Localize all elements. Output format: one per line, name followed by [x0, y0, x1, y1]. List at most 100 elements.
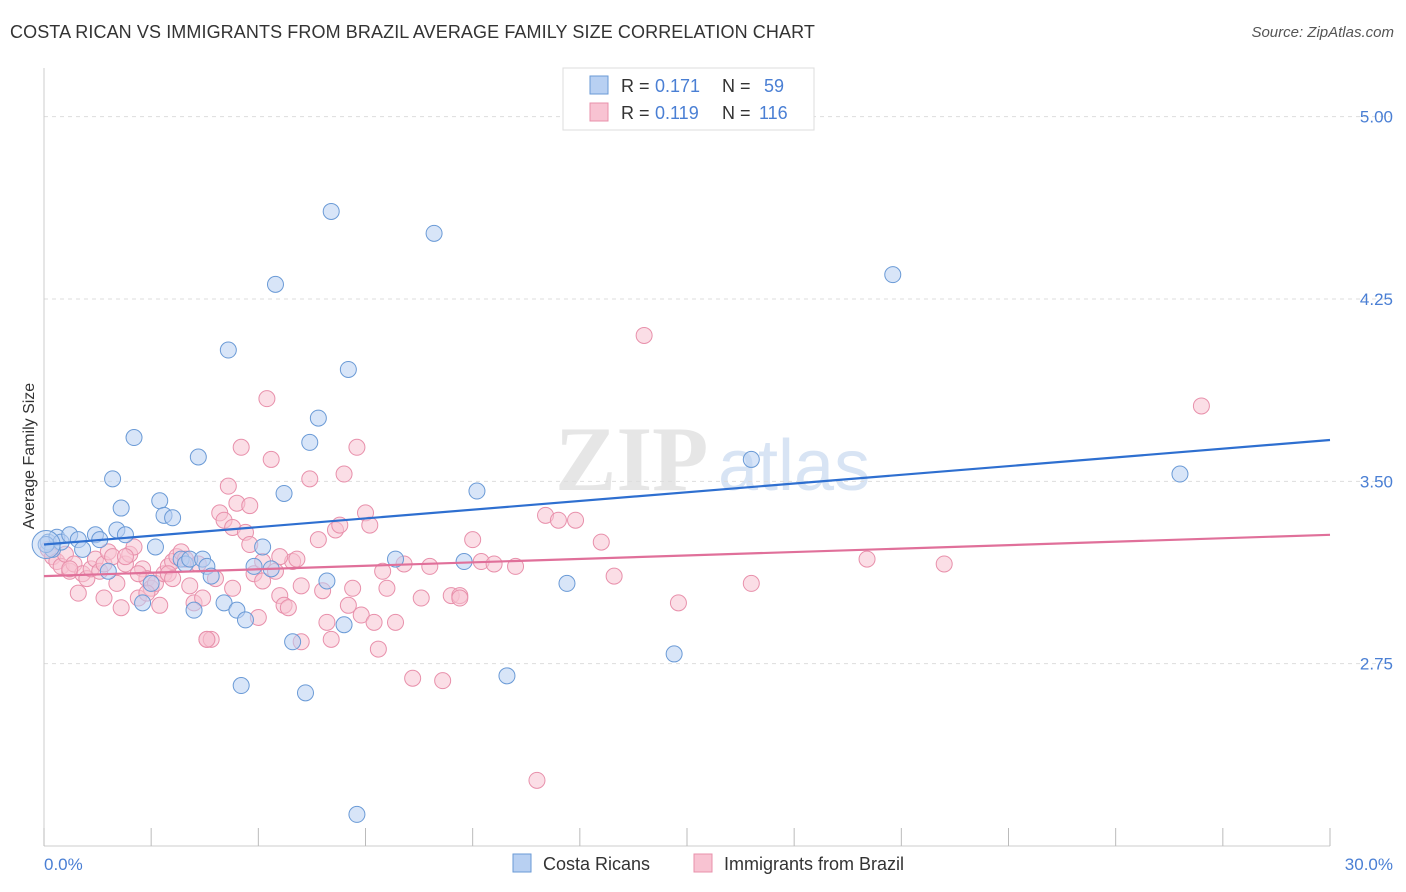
point-costa-ricans [99, 562, 117, 580]
point-immigrants-from-brazil [669, 594, 687, 612]
point-immigrants-from-brazil [451, 589, 469, 607]
point-costa-ricans [245, 557, 263, 575]
stats-legend-swatch-blue [589, 75, 609, 95]
point-immigrants-from-brazil [421, 557, 439, 575]
point-costa-ricans [498, 667, 516, 685]
point-costa-ricans [322, 202, 340, 220]
watermark-atlas: atlas [718, 426, 870, 506]
point-immigrants-from-brazil [254, 572, 272, 590]
point-costa-ricans [339, 360, 357, 378]
point-immigrants-from-brazil [369, 640, 387, 658]
point-immigrants-from-brazil [374, 562, 392, 580]
point-immigrants-from-brazil [219, 477, 237, 495]
point-immigrants-from-brazil [592, 533, 610, 551]
point-costa-ricans [146, 538, 164, 556]
point-costa-ricans [232, 677, 250, 695]
point-immigrants-from-brazil [507, 557, 525, 575]
point-immigrants-from-brazil [288, 550, 306, 568]
stats-legend-swatch-pink [589, 102, 609, 122]
point-immigrants-from-brazil [335, 465, 353, 483]
point-immigrants-from-brazil [116, 548, 134, 566]
point-immigrants-from-brazil [279, 599, 297, 617]
point-costa-ricans [116, 526, 134, 544]
point-costa-ricans [348, 805, 366, 823]
y-tick-label: 3.50 [1360, 472, 1393, 491]
point-immigrants-from-brazil [322, 630, 340, 648]
stats-legend: R = 0.171 N = 59 R = 0.119 N = 116 [562, 67, 815, 131]
x-tick-label-min: 0.0% [44, 855, 83, 874]
y-tick-labels: 2.75 3.50 4.25 5.00 [1360, 108, 1393, 674]
trend-lines [43, 438, 1331, 578]
point-immigrants-from-brazil [181, 577, 199, 595]
point-costa-ricans [74, 540, 92, 558]
point-immigrants-from-brazil [348, 438, 366, 456]
point-immigrants-from-brazil [387, 613, 405, 631]
point-immigrants-from-brazil [271, 548, 289, 566]
point-immigrants-from-brazil [301, 470, 319, 488]
point-costa-ricans [202, 567, 220, 585]
point-immigrants-from-brazil [858, 550, 876, 568]
point-immigrants-from-brazil [352, 606, 370, 624]
r-value-pink: 0.119 [655, 103, 699, 123]
point-immigrants-from-brazil [164, 570, 182, 588]
point-costa-ricans [112, 499, 130, 517]
point-immigrants-from-brazil [194, 589, 212, 607]
n-value-pink: 116 [759, 103, 788, 123]
point-costa-ricans [309, 409, 327, 427]
r-value-blue: 0.171 [655, 76, 700, 96]
source-label: Source: ZipAtlas.com [1251, 24, 1394, 41]
point-immigrants-from-brazil [404, 669, 422, 687]
point-costa-ricans [468, 482, 486, 500]
point-immigrants-from-brazil [241, 497, 259, 515]
point-immigrants-from-brazil [567, 511, 585, 529]
point-costa-ricans [151, 492, 169, 510]
y-axis-label: Average Family Size [21, 383, 38, 530]
point-immigrants-from-brazil [69, 584, 87, 602]
point-costa-ricans [284, 633, 302, 651]
point-immigrants-from-brazil [95, 589, 113, 607]
point-costa-ricans [266, 275, 284, 293]
legend-label-immigrants-from-brazil: Immigrants from Brazil [724, 854, 904, 874]
point-immigrants-from-brazil [108, 574, 126, 592]
point-immigrants-from-brazil [344, 579, 362, 597]
point-immigrants-from-brazil [1192, 397, 1210, 415]
point-immigrants-from-brazil [935, 555, 953, 573]
point-immigrants-from-brazil [318, 613, 336, 631]
n-value-blue: 59 [764, 76, 784, 96]
watermark-zip: ZIP [555, 408, 708, 510]
y-tick-label: 5.00 [1360, 108, 1393, 127]
point-costa-ricans [185, 601, 203, 619]
point-costa-ricans [742, 450, 760, 468]
y-tick-label: 4.25 [1360, 290, 1393, 309]
x-ticks [43, 828, 1331, 846]
point-costa-ricans [134, 594, 152, 612]
point-immigrants-from-brazil [232, 438, 250, 456]
chart-title: COSTA RICAN VS IMMIGRANTS FROM BRAZIL AV… [10, 22, 815, 42]
point-costa-ricans [884, 266, 902, 284]
point-costa-ricans [142, 574, 160, 592]
trend-line-costa-ricans [43, 438, 1331, 546]
point-costa-ricans [125, 429, 143, 447]
point-immigrants-from-brazil [365, 613, 383, 631]
point-immigrants-from-brazil [339, 596, 357, 614]
r-label-blue: R = [621, 76, 650, 96]
point-costa-ricans [425, 224, 443, 242]
point-immigrants-from-brazil [292, 577, 310, 595]
point-costa-ricans [254, 538, 272, 556]
n-label-pink: N = [722, 103, 751, 123]
point-immigrants-from-brazil [742, 574, 760, 592]
point-costa-ricans [387, 550, 405, 568]
point-immigrants-from-brazil [258, 390, 276, 408]
point-costa-ricans [189, 448, 207, 466]
point-immigrants-from-brazil [112, 599, 130, 617]
point-immigrants-from-brazil [412, 589, 430, 607]
point-costa-ricans [236, 611, 254, 629]
point-costa-ricans [1171, 465, 1189, 483]
point-immigrants-from-brazil [528, 771, 546, 789]
point-immigrants-from-brazil [434, 672, 452, 690]
r-label-pink: R = [621, 103, 650, 123]
point-immigrants-from-brazil [464, 531, 482, 549]
point-immigrants-from-brazil [198, 630, 216, 648]
trend-line-immigrants-from-brazil [43, 533, 1331, 578]
